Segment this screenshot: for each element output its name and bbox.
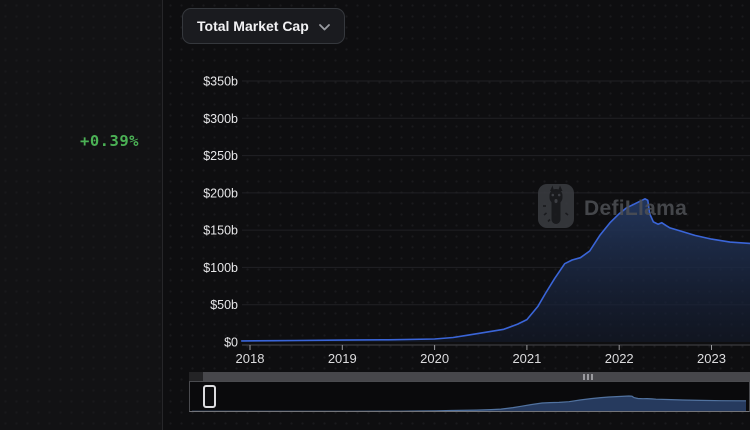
brush-scrollbar-thumb[interactable] bbox=[203, 372, 750, 382]
mini-line bbox=[192, 395, 747, 411]
chart-panel: Total Market Cap $0 $50b $100b $150b $200b $2… bbox=[164, 0, 750, 430]
brush-minichart-area bbox=[192, 395, 747, 411]
y-tick-label: $200b bbox=[203, 186, 238, 200]
x-tick-label: 2023 bbox=[697, 351, 726, 366]
defillama-watermark: DefiLlama bbox=[538, 184, 687, 233]
sidebar: +0.39% bbox=[0, 0, 163, 430]
watermark-text: DefiLlama bbox=[584, 196, 688, 220]
y-tick-label: $250b bbox=[203, 149, 238, 163]
brush-scrollbar[interactable] bbox=[189, 372, 750, 382]
y-tick-label: $100b bbox=[203, 261, 238, 275]
brush-left-handle[interactable] bbox=[203, 385, 216, 408]
metric-dropdown[interactable]: Total Market Cap bbox=[182, 8, 345, 44]
chevron-down-icon bbox=[318, 22, 330, 31]
mini-area bbox=[421, 396, 746, 411]
y-tick-label: $300b bbox=[203, 112, 238, 126]
x-tick-label: 2018 bbox=[236, 351, 265, 366]
y-tick-label: $350b bbox=[203, 75, 238, 89]
x-tick-label: 2019 bbox=[328, 351, 357, 366]
percent-change: +0.39% bbox=[80, 132, 139, 150]
x-tick-label: 2022 bbox=[605, 351, 634, 366]
metric-dropdown-label: Total Market Cap bbox=[197, 18, 309, 34]
defillama-llama-icon bbox=[538, 184, 574, 233]
y-tick-label: $50b bbox=[210, 298, 238, 312]
brush-minichart[interactable] bbox=[189, 381, 750, 412]
y-tick-label: $150b bbox=[203, 224, 238, 238]
x-tick-label: 2021 bbox=[512, 351, 541, 366]
y-tick-label: $0 bbox=[224, 336, 238, 350]
market-cap-area bbox=[241, 198, 750, 342]
market-cap-line bbox=[240, 198, 750, 342]
drag-grip-icon bbox=[583, 374, 593, 380]
x-tick-label: 2020 bbox=[420, 351, 449, 366]
